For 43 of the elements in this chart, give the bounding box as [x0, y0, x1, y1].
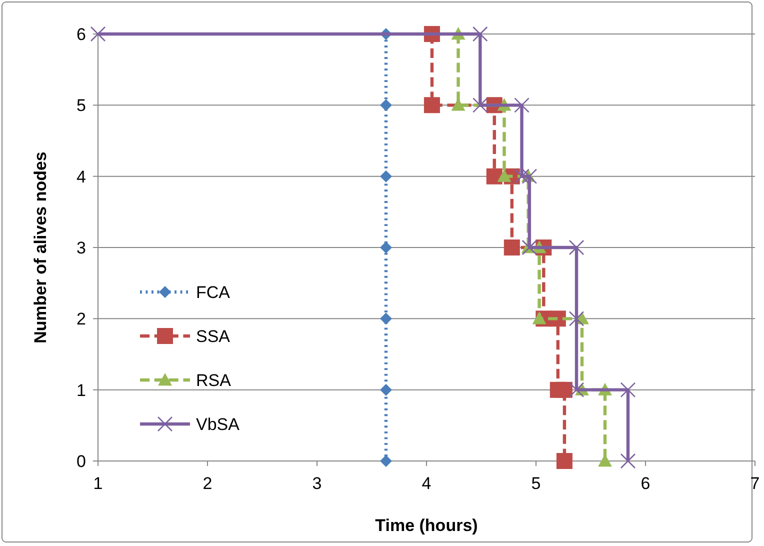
x-tick-label: 2	[202, 474, 212, 493]
x-tick-label: 6	[640, 474, 650, 493]
x-tick-label: 3	[312, 474, 322, 493]
y-tick-label: 6	[76, 24, 86, 44]
point	[380, 312, 392, 325]
x-tick-label: 4	[422, 474, 432, 493]
point	[380, 242, 392, 254]
legend-label: FCA	[196, 282, 231, 302]
y-axis-title: Number of alives nodes	[31, 152, 50, 344]
x-axis-title: Time (hours)	[375, 516, 478, 535]
point	[568, 240, 584, 256]
y-tick-label: 0	[76, 452, 86, 471]
y-tick-label: 3	[76, 238, 86, 258]
point	[556, 382, 572, 398]
point	[380, 384, 392, 396]
legend-label: VbSA	[196, 414, 240, 434]
y-tick-label: 2	[76, 310, 86, 329]
point	[380, 455, 392, 467]
point	[472, 26, 488, 42]
point	[424, 97, 440, 114]
point	[556, 453, 572, 469]
point	[514, 168, 530, 184]
point	[90, 26, 106, 42]
point	[532, 312, 546, 324]
point	[568, 382, 584, 398]
x-tick-label: 7	[750, 474, 760, 493]
x-tick-label: 5	[531, 474, 541, 493]
point	[472, 98, 488, 113]
point	[620, 453, 636, 469]
point	[568, 311, 584, 326]
point	[514, 98, 530, 113]
point	[380, 170, 392, 182]
point	[497, 169, 512, 182]
point	[380, 99, 392, 112]
x-tick-label: 1	[93, 474, 103, 493]
point	[620, 382, 636, 398]
y-tick-label: 5	[76, 96, 86, 116]
point	[486, 168, 502, 184]
point	[504, 240, 520, 256]
legend-label: RSA	[196, 370, 232, 390]
y-tick-label: 1	[76, 380, 86, 400]
legend-label: SSA	[196, 326, 231, 346]
y-tick-label: 4	[76, 167, 86, 186]
